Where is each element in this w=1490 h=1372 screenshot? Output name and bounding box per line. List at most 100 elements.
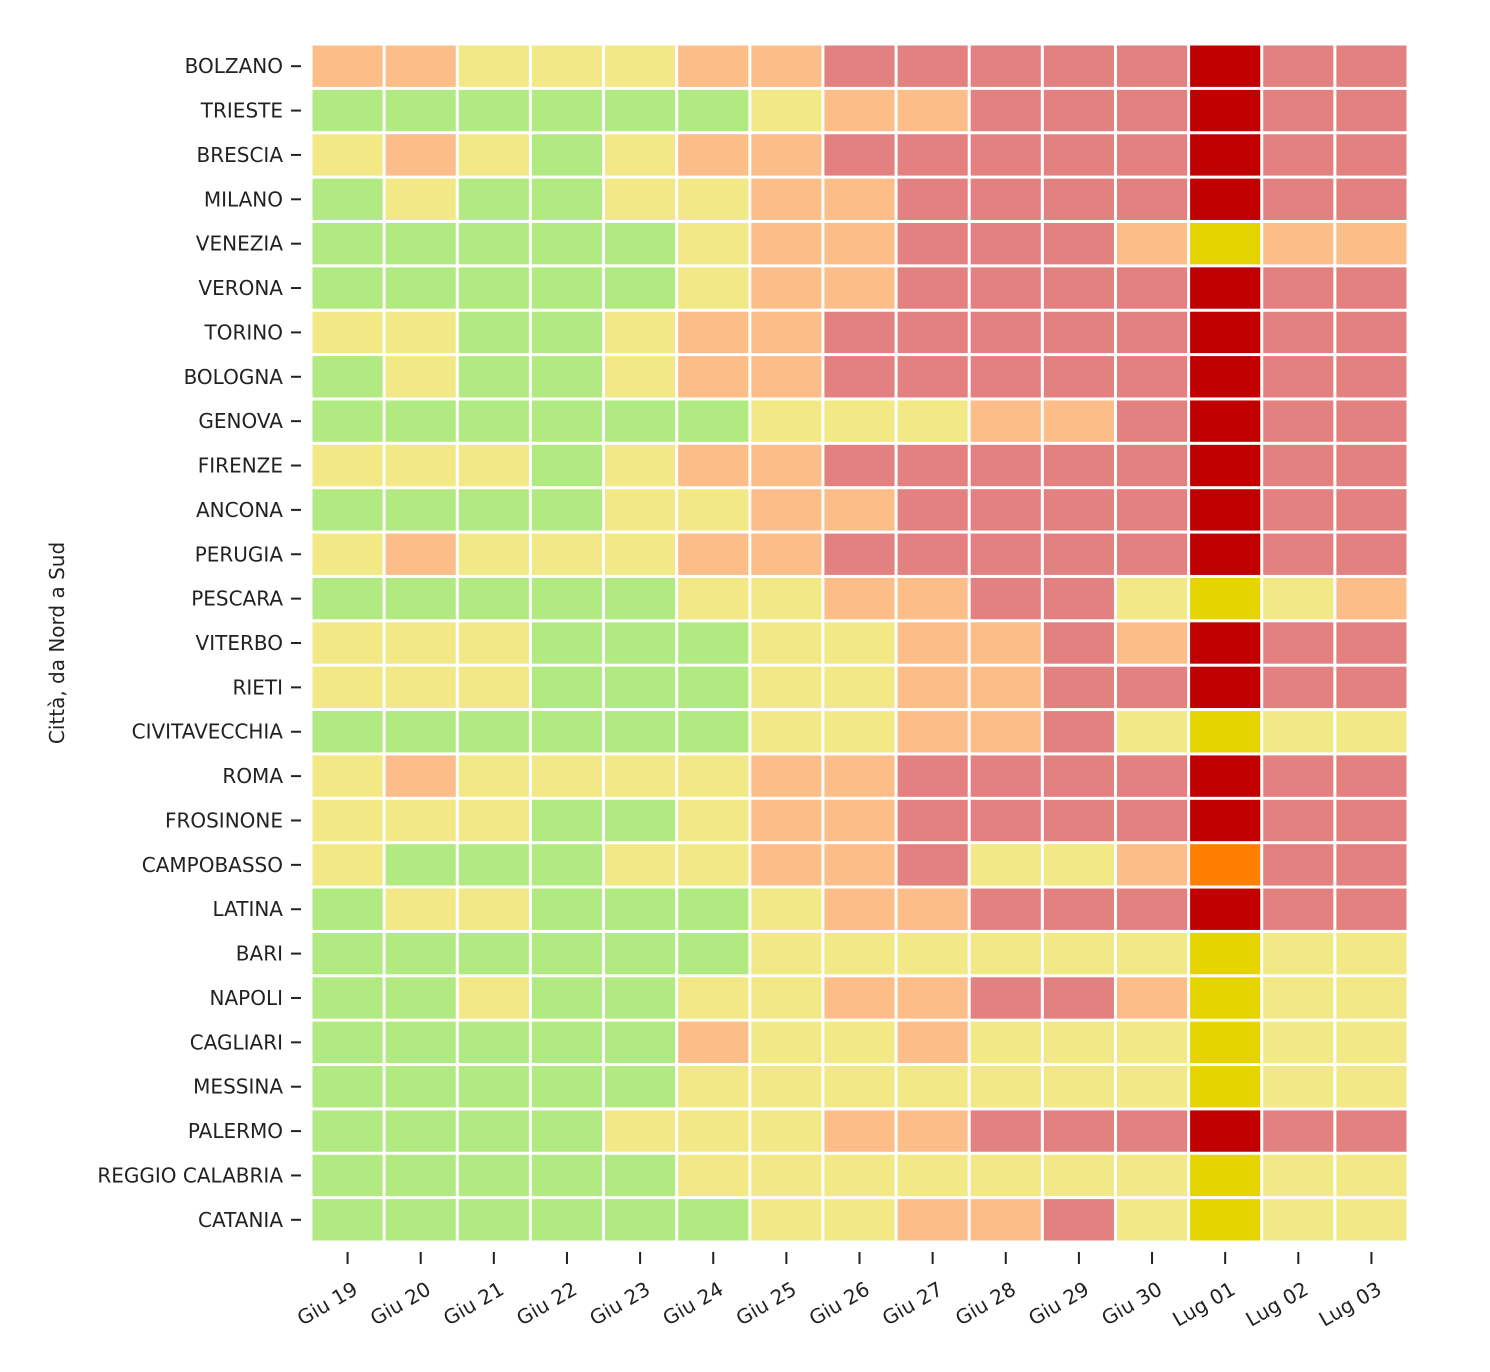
heatmap-cell <box>1336 888 1407 930</box>
heatmap-cell <box>1263 755 1334 797</box>
heatmap-cell <box>605 356 676 398</box>
heatmap-cell <box>1190 799 1261 842</box>
heatmap-cell <box>1190 400 1261 442</box>
heatmap-cell <box>385 755 456 797</box>
heatmap-cell <box>970 1021 1041 1064</box>
heatmap-cell <box>605 711 676 753</box>
heatmap-cell <box>531 489 603 531</box>
heatmap-cell <box>751 799 822 842</box>
heatmap-cell <box>1116 1154 1188 1197</box>
heatmap-cell <box>1190 444 1261 487</box>
heatmap-cell <box>312 932 383 975</box>
heatmap-cell <box>605 577 676 620</box>
x-tick-label: Giu 23 <box>585 1277 654 1331</box>
heatmap-cell <box>1190 267 1261 309</box>
heatmap-cell <box>1336 932 1407 975</box>
heatmap-cell <box>458 844 529 886</box>
x-tick-label: Giu 26 <box>805 1277 874 1331</box>
heatmap-cell <box>897 267 968 309</box>
heatmap-cell <box>1116 1199 1188 1241</box>
heatmap-cell <box>1190 622 1261 664</box>
heatmap-cell <box>1043 444 1114 487</box>
heatmap-cell <box>1043 178 1114 220</box>
x-tick-label: Giu 30 <box>1097 1277 1166 1331</box>
heatmap-cell <box>1336 755 1407 797</box>
heatmap-cell <box>824 888 895 930</box>
heatmap-cell <box>1263 799 1334 842</box>
y-tick-label: MESSINA <box>193 1075 283 1099</box>
heatmap-cell <box>531 799 603 842</box>
heatmap-cell <box>751 666 822 709</box>
y-tick-label: LATINA <box>213 897 284 921</box>
heatmap-cell <box>1043 489 1114 531</box>
heatmap-cell <box>970 444 1041 487</box>
heatmap-cell <box>897 932 968 975</box>
heatmap-cell <box>458 356 529 398</box>
heatmap-cell <box>458 1021 529 1064</box>
heatmap-cell <box>1043 1110 1114 1152</box>
heatmap-cell <box>1043 622 1114 664</box>
heatmap-cell <box>458 400 529 442</box>
heatmap-cell <box>897 178 968 220</box>
heatmap-cell <box>751 45 822 87</box>
heatmap-cell <box>605 666 676 709</box>
heatmap-cell <box>824 622 895 664</box>
heatmap-cell <box>897 1021 968 1064</box>
heatmap-cell <box>970 799 1041 842</box>
heatmap-cell <box>1116 89 1188 132</box>
y-tick-label: MILANO <box>204 187 283 211</box>
heatmap-cell <box>824 1110 895 1152</box>
y-tick-label: CAMPOBASSO <box>142 853 283 877</box>
heatmap-cell <box>531 533 603 575</box>
heatmap-cell <box>1116 134 1188 176</box>
heatmap-cell <box>897 89 968 132</box>
heatmap-cell <box>312 400 383 442</box>
heatmap-cell <box>897 45 968 87</box>
heatmap-cell <box>312 799 383 842</box>
heatmap-cell <box>678 311 749 354</box>
heatmap-cell <box>897 1199 968 1241</box>
y-tick-label: PESCARA <box>191 587 283 611</box>
x-tick-label: Giu 19 <box>293 1277 362 1331</box>
heatmap-cell <box>1043 311 1114 354</box>
heatmap-cell <box>1263 1199 1334 1241</box>
heatmap-cell <box>531 311 603 354</box>
heatmap-cell <box>1263 489 1334 531</box>
heatmap-cell <box>385 533 456 575</box>
heatmap-cell <box>897 1066 968 1108</box>
heatmap-cell <box>1190 134 1261 176</box>
heatmap-cell <box>605 1110 676 1152</box>
heatmap-cell <box>897 577 968 620</box>
heatmap-cell <box>1116 844 1188 886</box>
heatmap-cell <box>824 134 895 176</box>
heatmap-cell <box>1116 311 1188 354</box>
heatmap-cell <box>385 178 456 220</box>
heatmap-cell <box>458 888 529 930</box>
heatmap-cell <box>970 134 1041 176</box>
y-tick-label: BRESCIA <box>197 143 284 167</box>
heatmap-cell <box>312 977 383 1019</box>
heatmap-cell <box>458 444 529 487</box>
heatmap-cell <box>970 622 1041 664</box>
heatmap-cell <box>751 89 822 132</box>
heatmap-cell <box>1116 888 1188 930</box>
heatmap-cell <box>970 311 1041 354</box>
heatmap-cell <box>531 932 603 975</box>
heatmap-cell <box>824 45 895 87</box>
heatmap-cell <box>970 45 1041 87</box>
heatmap-cell <box>824 932 895 975</box>
heatmap-cell <box>458 755 529 797</box>
heatmap-cell <box>897 844 968 886</box>
heatmap-cell <box>385 1021 456 1064</box>
heatmap-cell <box>751 444 822 487</box>
heatmap-cell <box>458 134 529 176</box>
heatmap-cell <box>312 1110 383 1152</box>
heatmap-cell <box>1043 89 1114 132</box>
heatmap-cell <box>1116 577 1188 620</box>
x-tick-label: Lug 01 <box>1168 1277 1239 1332</box>
heatmap-cell <box>1263 622 1334 664</box>
heatmap-cell <box>970 267 1041 309</box>
heatmap-cell <box>751 1110 822 1152</box>
heatmap-cell <box>1116 1110 1188 1152</box>
